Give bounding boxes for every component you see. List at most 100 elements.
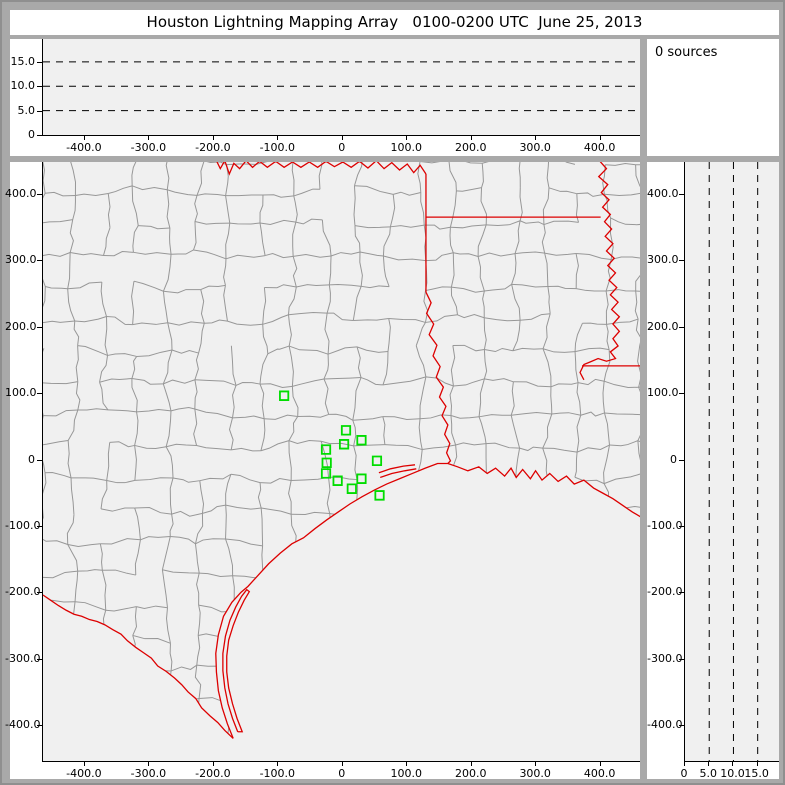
- y-tick-mark: [37, 525, 42, 527]
- x-tick-mark: [212, 761, 214, 766]
- panel-altitude-ns: 0 5.0 10.0 15.0 400.0 300.0 200.0 100.0 0 -100.0 -…: [647, 162, 779, 780]
- x-tick-mark: [83, 761, 85, 766]
- y-tick-mark: [37, 658, 42, 660]
- y-tick-mark: [679, 393, 684, 395]
- source-count-label: 0 sources: [655, 45, 718, 60]
- y-tick-label: 0: [28, 452, 35, 466]
- y-tick-mark: [37, 393, 42, 395]
- x-tick-label: 100.0: [390, 767, 423, 780]
- x-tick-mark: [83, 135, 85, 140]
- x-tick-label: 15.0: [744, 767, 769, 780]
- x-tick-mark: [599, 761, 601, 766]
- y-tick-mark: [37, 193, 42, 195]
- y-tick-mark: [37, 592, 42, 594]
- x-tick-mark: [535, 761, 537, 766]
- y-tick-mark: [37, 459, 42, 461]
- y-tick-mark: [37, 110, 42, 112]
- lma-station-marker: [322, 445, 330, 454]
- x-tick-label: -400.0: [66, 767, 102, 780]
- y-tick-mark: [679, 725, 684, 727]
- lma-station-marker: [280, 391, 288, 400]
- border-coastline: [216, 463, 640, 738]
- x-tick-label: -200.0: [195, 141, 231, 154]
- y-tick-label: 200.0: [5, 319, 37, 333]
- x-tick-mark: [406, 761, 408, 766]
- x-tick-mark: [212, 135, 214, 140]
- x-tick-label: 0: [338, 141, 346, 154]
- altitude-ns-plot[interactable]: [684, 162, 779, 762]
- y-tick-mark: [37, 725, 42, 727]
- y-tick-label: 15.0: [10, 54, 36, 68]
- altitude-ns-plot-canvas: [685, 162, 779, 761]
- x-tick-label: 100.0: [390, 141, 423, 154]
- x-tick-mark: [406, 135, 408, 140]
- x-tick-mark: [535, 135, 537, 140]
- y-tick-mark: [679, 193, 684, 195]
- y-tick-label: -300.0: [5, 651, 41, 665]
- altitude-ew-plot[interactable]: [42, 39, 640, 136]
- y-tick-mark: [37, 61, 42, 63]
- y-tick-mark: [679, 459, 684, 461]
- x-tick-mark: [708, 761, 710, 766]
- panel-altitude-ew: -400.0 -300.0 -200.0 -100.0 0 100.0 200.0 300.0…: [10, 39, 640, 156]
- x-tick-label: -300.0: [130, 767, 167, 780]
- lma-station-marker: [322, 469, 330, 478]
- x-tick-label: 300.0: [519, 767, 551, 780]
- x-tick-mark: [470, 135, 472, 140]
- x-tick-mark: [732, 761, 734, 766]
- border-sabine-river: [426, 292, 450, 463]
- panel-source-count: 0 sources: [647, 39, 779, 156]
- x-tick-mark: [684, 761, 685, 766]
- y-tick-label: 10.0: [10, 79, 36, 93]
- y-tick-label: 0: [670, 452, 677, 466]
- x-tick-mark: [148, 761, 150, 766]
- altitude-ew-plot-canvas: [43, 39, 640, 135]
- x-tick-label: 0: [680, 767, 688, 780]
- x-tick-label: 200.0: [454, 767, 487, 780]
- y-tick-label: 0: [28, 128, 35, 141]
- y-tick-mark: [37, 326, 42, 328]
- border-padre-island: [223, 590, 249, 732]
- y-tick-mark: [679, 326, 684, 328]
- x-tick-label: 400.0: [583, 767, 616, 780]
- lma-station-marker: [357, 474, 365, 483]
- x-tick-mark: [599, 135, 601, 140]
- border-galveston-island: [379, 465, 415, 473]
- y-tick-label: 400.0: [5, 186, 37, 200]
- y-tick-label: 300.0: [647, 253, 679, 267]
- y-tick-label: -100.0: [647, 518, 683, 532]
- y-tick-label: 300.0: [5, 253, 37, 267]
- lma-station-marker: [322, 459, 330, 468]
- y-tick-label: -100.0: [5, 518, 41, 532]
- x-tick-mark: [341, 135, 343, 140]
- border-mississippi-river: [580, 162, 619, 380]
- panel-map: -400.0 -300.0 -200.0 -100.0 0 100.0 200.0 300.0…: [5, 162, 640, 780]
- y-tick-mark: [679, 525, 684, 527]
- x-tick-label: 5.0: [699, 767, 717, 780]
- y-tick-label: 100.0: [647, 386, 679, 400]
- x-tick-mark: [277, 761, 279, 766]
- x-tick-label: 10.0: [720, 767, 745, 780]
- y-tick-mark: [679, 592, 684, 594]
- y-tick-label: 5.0: [17, 103, 36, 117]
- y-tick-mark: [37, 260, 42, 262]
- x-tick-mark: [756, 761, 758, 766]
- x-tick-mark: [148, 135, 150, 140]
- y-tick-label: -200.0: [5, 585, 41, 599]
- x-tick-label: -100.0: [259, 141, 296, 154]
- map-plot[interactable]: [42, 162, 640, 762]
- lma-station-marker: [333, 476, 341, 485]
- y-tick-label: -400.0: [5, 718, 41, 732]
- y-tick-label: -300.0: [647, 651, 683, 665]
- x-tick-label: 300.0: [519, 141, 551, 154]
- y-tick-label: -200.0: [647, 585, 683, 599]
- y-tick-mark: [679, 658, 684, 660]
- lma-station-marker: [340, 440, 348, 449]
- lma-station-marker: [342, 426, 350, 435]
- x-tick-label: -200.0: [195, 767, 231, 780]
- map-canvas: [43, 162, 640, 761]
- lma-station-marker: [357, 436, 365, 445]
- y-tick-label: 200.0: [647, 319, 679, 333]
- x-tick-mark: [470, 761, 472, 766]
